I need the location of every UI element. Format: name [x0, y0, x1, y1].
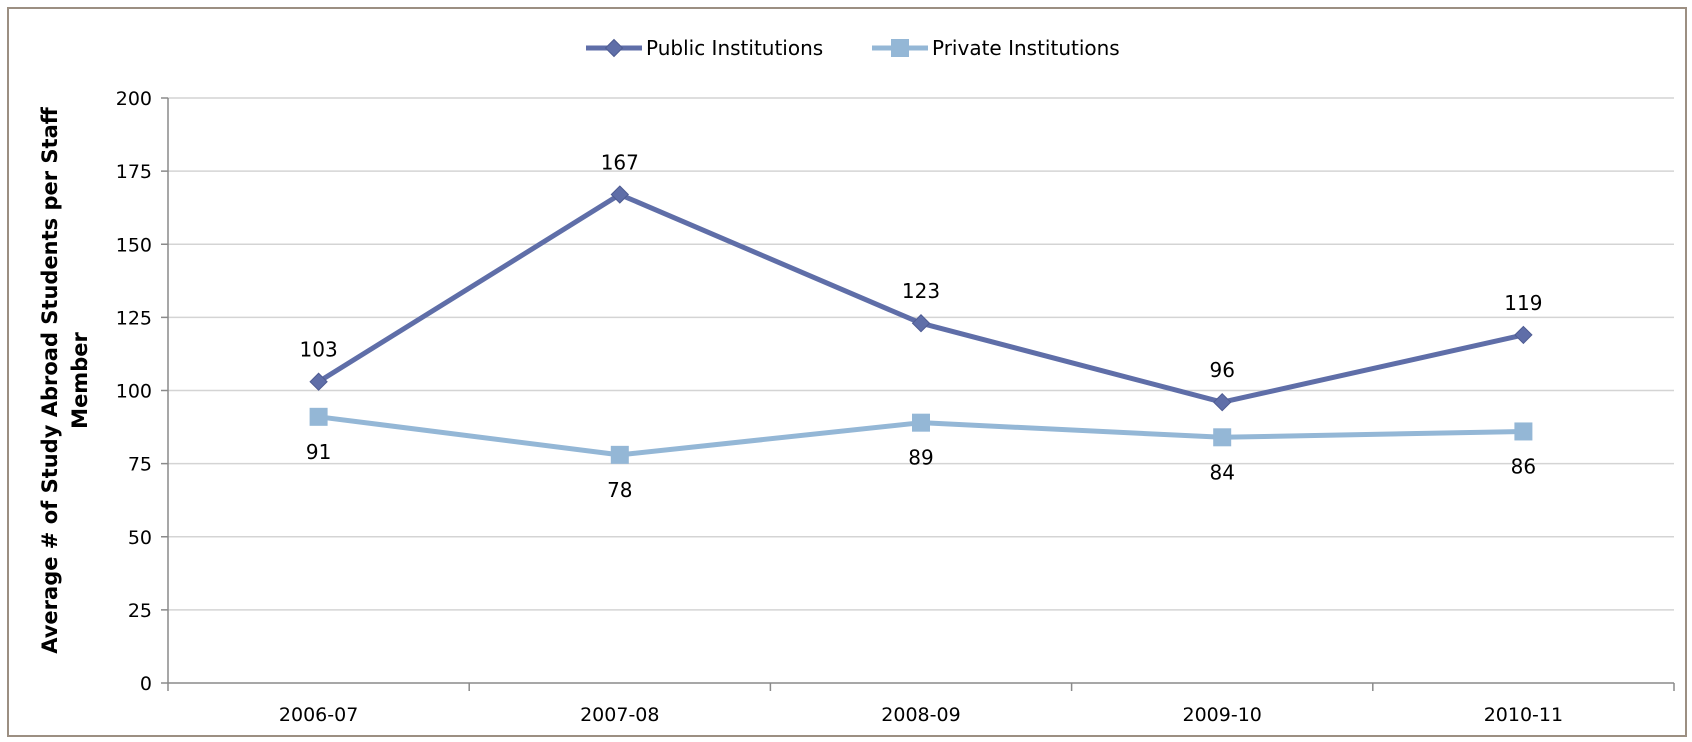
y-tick-label: 200	[116, 88, 152, 110]
y-tick-label: 125	[116, 307, 152, 329]
diamond-marker	[1212, 392, 1232, 412]
square-marker	[610, 445, 629, 464]
y-axis-title: Member	[68, 332, 92, 429]
square-marker	[891, 39, 909, 57]
square-marker	[309, 407, 328, 426]
legend-label: Private Institutions	[932, 36, 1120, 60]
legend-label: Public Institutions	[646, 36, 823, 60]
diamond-marker	[309, 372, 328, 391]
x-tick-label: 2008-09	[881, 704, 960, 726]
axis-titles: Average # of Study Abroad Students per S…	[38, 106, 92, 654]
data-label: 78	[607, 478, 632, 502]
x-tick-label: 2009-10	[1183, 704, 1262, 726]
y-tick-label: 175	[116, 161, 152, 183]
data-label: 84	[1209, 460, 1234, 484]
y-tick-label: 50	[128, 527, 152, 549]
series	[309, 185, 1533, 464]
square-marker	[1213, 428, 1232, 447]
diamond-marker	[911, 314, 931, 333]
square-marker	[1514, 422, 1533, 441]
axes: 0 25 50 75 100 125 150 175 200 2006-07 2007-08 2008…	[116, 88, 1675, 726]
data-label: 89	[908, 446, 933, 470]
x-tick-label: 2010-11	[1484, 704, 1563, 726]
data-label: 123	[902, 279, 940, 303]
data-label: 103	[300, 338, 338, 362]
data-label: 119	[1504, 291, 1542, 315]
diamond-marker	[1514, 325, 1533, 345]
diamond-marker	[604, 38, 624, 58]
y-tick-label: 100	[116, 381, 152, 403]
data-label: 167	[601, 151, 639, 175]
y-tick-label: 75	[128, 454, 152, 476]
data-label: 96	[1209, 358, 1234, 382]
x-tick-label: 2007-08	[580, 704, 659, 726]
y-tick-label: 150	[116, 234, 152, 256]
y-tick-label: 25	[128, 600, 152, 622]
legend: Public Institutions Private Institutions	[586, 36, 1120, 60]
data-label: 86	[1511, 454, 1536, 478]
diamond-marker	[610, 185, 630, 204]
y-axis-title: Average # of Study Abroad Students per S…	[38, 106, 62, 654]
y-tick-label: 0	[140, 673, 152, 695]
x-tick-label: 2006-07	[279, 704, 358, 726]
data-label: 91	[306, 440, 331, 464]
chart-frame	[7, 7, 1687, 737]
square-marker	[912, 413, 930, 432]
data-labels: 103 167 123 96 119 91 78 89 84 86	[300, 151, 1543, 502]
